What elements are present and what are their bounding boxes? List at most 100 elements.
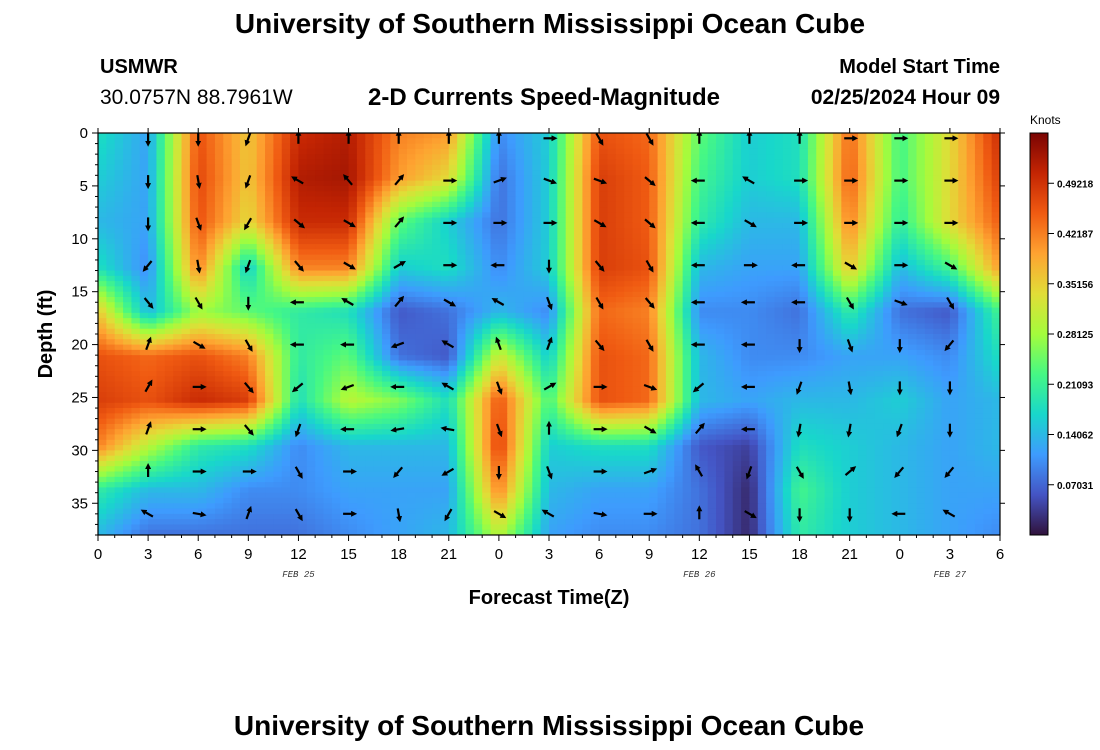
heat-cell <box>983 148 993 155</box>
heat-cell <box>891 164 901 171</box>
heat-cell <box>749 138 759 145</box>
heat-cell <box>390 201 400 208</box>
heat-cell <box>181 254 191 261</box>
heat-cell <box>933 228 943 235</box>
heat-cell <box>824 228 834 235</box>
heat-cell <box>707 275 717 282</box>
heat-cell <box>891 291 901 298</box>
heat-cell <box>290 212 300 219</box>
heat-cell <box>607 296 617 303</box>
heat-cell <box>323 201 333 208</box>
heat-cell <box>649 249 659 256</box>
heat-cell <box>599 212 609 219</box>
heat-cell <box>682 318 692 325</box>
heat-cell <box>440 191 450 198</box>
heat-cell <box>757 228 767 235</box>
heat-cell <box>699 148 709 155</box>
heat-cell <box>883 360 893 367</box>
heat-cell <box>114 196 124 203</box>
heat-cell <box>549 371 558 377</box>
heat-cell <box>849 360 859 367</box>
heat-cell <box>916 312 926 319</box>
heat-cell <box>432 148 442 155</box>
heat-cell <box>791 249 801 256</box>
heat-cell <box>690 286 700 293</box>
heat-cell <box>340 244 350 250</box>
heat-cell <box>331 307 341 314</box>
heat-cell <box>916 334 926 340</box>
heat-cell <box>549 344 558 351</box>
heat-cell <box>732 323 742 330</box>
heat-cell <box>991 133 1000 139</box>
heat-cell <box>824 307 834 314</box>
heat-cell <box>582 175 592 182</box>
heat-cell <box>123 164 133 171</box>
heat-cell <box>716 355 725 362</box>
heat-cell <box>114 355 124 362</box>
heat-cell <box>657 191 667 198</box>
heat-cell <box>373 228 383 235</box>
heat-cell <box>824 291 834 298</box>
heat-cell <box>615 270 625 277</box>
heat-cell <box>866 133 876 139</box>
heat-cell <box>590 344 600 351</box>
heat-cell <box>348 196 358 203</box>
heat-cell <box>265 328 274 335</box>
heat-cell <box>782 154 792 161</box>
heat-cell <box>674 286 684 293</box>
heat-cell <box>933 334 943 340</box>
heat-cell <box>632 249 642 256</box>
heat-cell <box>465 170 475 176</box>
heat-cell <box>415 355 425 362</box>
heat-cell <box>348 371 358 377</box>
heat-cell <box>131 196 141 203</box>
heat-cell <box>507 349 517 356</box>
heat-cell <box>407 265 416 272</box>
heat-cell <box>515 265 525 272</box>
heat-cell <box>690 238 700 245</box>
heat-cell <box>139 159 149 166</box>
heat-cell <box>657 233 667 240</box>
heat-cell <box>607 323 617 330</box>
heat-cell <box>123 275 133 282</box>
heat-cell <box>214 170 224 176</box>
heat-cell <box>791 233 801 240</box>
heat-cell <box>315 259 325 266</box>
heat-cell <box>265 349 274 356</box>
heat-cell <box>657 334 667 340</box>
heat-cell <box>173 254 183 261</box>
heat-cell <box>265 323 274 330</box>
heat-cell <box>707 207 717 213</box>
heat-cell <box>574 154 584 161</box>
heat-cell <box>732 307 742 314</box>
heat-cell <box>841 207 851 213</box>
heat-cell <box>173 249 183 256</box>
heat-cell <box>590 133 600 139</box>
heat-cell <box>189 143 199 150</box>
heat-cell <box>799 238 809 245</box>
heat-cell <box>507 360 517 367</box>
heat-cell <box>632 185 642 192</box>
heat-cell <box>181 207 191 213</box>
heat-cell <box>699 154 709 161</box>
heat-cell <box>916 148 926 155</box>
heat-cell <box>832 307 842 314</box>
heat-cell <box>941 296 951 303</box>
heat-cell <box>114 344 124 351</box>
heat-cell <box>515 281 525 287</box>
heat-cell <box>448 170 458 176</box>
heat-cell <box>189 307 199 314</box>
heat-cell <box>365 175 375 182</box>
heat-cell <box>356 265 366 272</box>
heat-cell <box>899 228 909 235</box>
heat-cell <box>298 254 308 261</box>
heat-cell <box>432 191 442 198</box>
heat-cell <box>173 159 183 166</box>
heat-cell <box>883 201 893 208</box>
heat-cell <box>849 207 859 213</box>
heat-cell <box>933 217 943 224</box>
heat-cell <box>574 371 584 377</box>
heat-cell <box>156 265 166 272</box>
heat-cell <box>181 233 191 240</box>
heat-cell <box>974 281 984 287</box>
